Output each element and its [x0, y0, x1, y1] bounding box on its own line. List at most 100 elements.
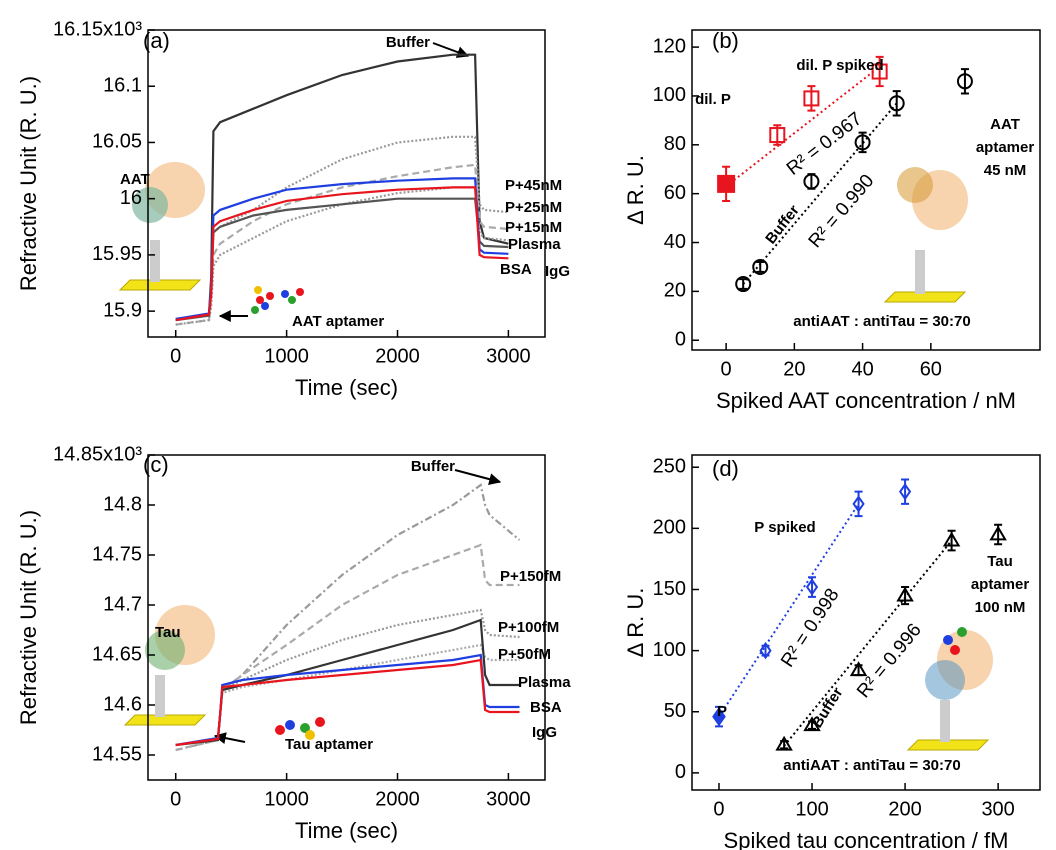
fit-line: [783, 539, 953, 747]
annotation: aptamer: [971, 576, 1030, 593]
y-tick-label: 14.7: [103, 593, 142, 615]
annotation: (a): [143, 28, 170, 53]
annotation: (b): [712, 28, 739, 53]
series-label: BSA: [530, 699, 562, 716]
series-label: Buffer: [809, 684, 847, 731]
illustration: [118, 162, 993, 751]
marker: [896, 586, 914, 602]
marker: [942, 531, 961, 547]
marker: [735, 276, 752, 293]
x-axis-label: Spiked AAT concentration / nM: [716, 388, 1016, 413]
y-tick-label: 0: [675, 761, 686, 783]
x-axis-label: Time (sec): [295, 818, 398, 843]
series-label: IgG: [532, 724, 557, 741]
series-label: Buffer: [386, 34, 430, 51]
x-tick-label: 3000: [486, 345, 531, 367]
error-bar: [892, 90, 901, 117]
annotation: AAT aptamer: [292, 313, 384, 330]
x-tick-label: 100: [795, 798, 828, 820]
marker: [854, 134, 871, 151]
fit-label: R² = 0.996: [853, 620, 926, 702]
series-label: P+45nM: [505, 177, 562, 194]
plot-frame: [691, 29, 1041, 351]
series-label: BSA: [500, 261, 532, 278]
x-tick-label: 20: [783, 358, 805, 380]
marker: [712, 706, 726, 727]
series-label: P+25nM: [505, 199, 562, 216]
series-label: Plasma: [518, 674, 571, 691]
y-tick-label: 15.95: [92, 243, 142, 265]
y-axis-label: Refractive Unit (R. U.): [16, 76, 41, 291]
fit-label: R² = 0.990: [805, 171, 879, 253]
series-label: dil. P spiked: [796, 57, 883, 74]
series-label: Buffer: [762, 202, 803, 247]
y-tick-label: 150: [653, 578, 686, 600]
series-line: [175, 163, 509, 326]
y-tick-label: 16.05: [92, 131, 142, 153]
annotation: 45 nM: [984, 162, 1027, 179]
x-tick-label: 60: [920, 358, 942, 380]
error-bar: [756, 261, 765, 273]
x-tick-label: 1000: [264, 788, 309, 810]
x-axis-label: Time (sec): [295, 375, 398, 400]
marker: [752, 258, 769, 275]
y-tick-label: 15.9: [103, 299, 142, 321]
y-tick-label: 14.85x10³: [53, 443, 142, 465]
y-tick-label: 14.6: [103, 693, 142, 715]
y-axis-label: Refractive Unit (R. U.): [16, 510, 41, 725]
fit-line: [742, 102, 898, 285]
annotation: Tau: [155, 624, 181, 641]
series-label: Plasma: [508, 236, 561, 253]
fit-label: R² = 0.967: [783, 108, 866, 179]
y-tick-label: 100: [653, 84, 686, 106]
x-tick-label: 200: [888, 798, 921, 820]
y-tick-label: 80: [664, 133, 686, 155]
annotation: AAT: [120, 171, 150, 188]
fit-label: R² = 0.998: [777, 585, 844, 671]
series-label: P+50fM: [498, 646, 551, 663]
y-tick-label: 16.15x10³: [53, 18, 142, 40]
series-line: [175, 543, 520, 752]
y-tick-label: 200: [653, 517, 686, 539]
plot-frame: [147, 454, 546, 781]
annotation: AAT: [990, 116, 1020, 133]
x-tick-label: 3000: [486, 788, 531, 810]
annotation: (d): [712, 456, 739, 481]
series-line: [175, 135, 509, 321]
x-axis-label: Spiked tau concentration / fM: [724, 828, 1009, 850]
x-tick-label: 0: [713, 798, 724, 820]
y-tick-label: 20: [664, 280, 686, 302]
marker: [888, 95, 905, 112]
panel: 0 1000 2000 3000 14.55 14.6 14.65 14.7 14.75 14.8…: [16, 443, 571, 843]
error-bar: [739, 278, 748, 290]
series-line: [175, 186, 509, 322]
series-label: Buffer: [411, 458, 455, 475]
y-tick-label: 40: [664, 231, 686, 253]
annotation: aptamer: [976, 139, 1035, 156]
x-tick-label: 2000: [375, 345, 420, 367]
series-line: [175, 643, 520, 747]
series-line: [175, 197, 509, 322]
marker: [871, 63, 888, 80]
series-line: [175, 483, 521, 752]
error-bar: [807, 85, 816, 112]
marker: [989, 525, 1007, 541]
x-tick-label: 40: [851, 358, 873, 380]
series-label: P+100fM: [498, 619, 559, 636]
y-tick-label: 14.8: [103, 493, 142, 515]
x-tick-label: 1000: [264, 345, 309, 367]
marker: [805, 578, 819, 596]
marker: [775, 735, 793, 751]
error-bar: [875, 55, 884, 88]
series-line: [175, 608, 520, 747]
x-tick-label: 0: [721, 358, 732, 380]
y-axis-label: Δ R. U.: [623, 588, 648, 658]
marker: [849, 661, 868, 677]
y-tick-label: 16: [120, 187, 142, 209]
error-bar: [960, 68, 969, 95]
marker: [717, 174, 736, 193]
y-tick-label: 100: [653, 639, 686, 661]
plot-frame: [147, 29, 546, 338]
series-label: P spiked: [754, 519, 815, 536]
